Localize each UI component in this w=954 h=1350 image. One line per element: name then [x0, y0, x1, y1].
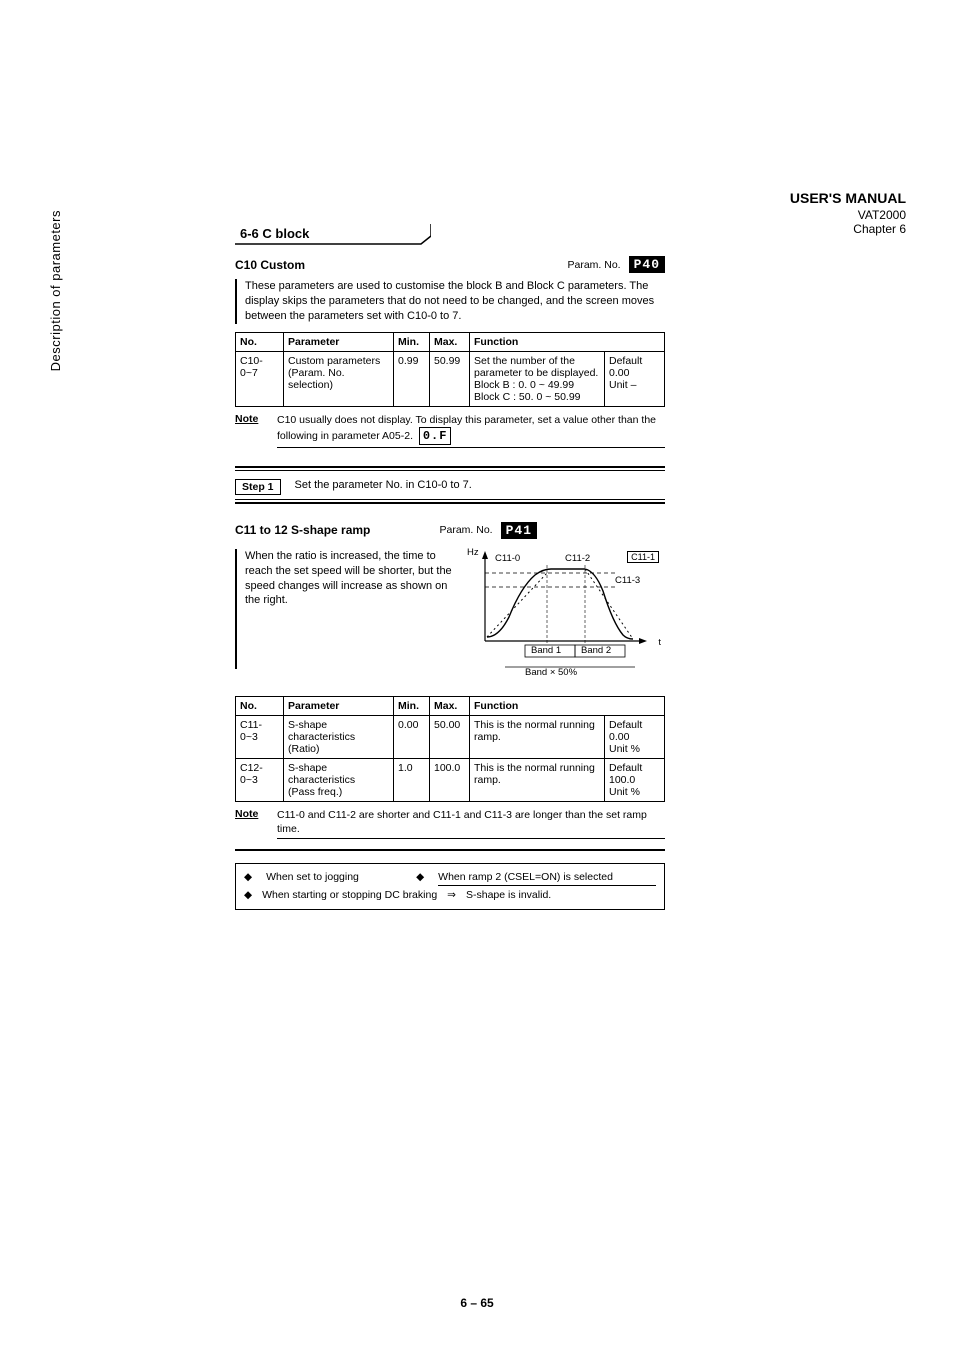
c12-default: Default 100.0 [609, 762, 660, 786]
p41-note-text: C11-0 and C11-2 are shorter and C11-1 an… [277, 808, 665, 839]
table-row: C12-0~3 S-shape characteristics (Pass fr… [236, 758, 665, 801]
p40-r0c2: 0.99 [394, 351, 430, 406]
p40-lcd-icon: P40 [629, 256, 665, 273]
diagram-ylabel: Hz [467, 547, 479, 558]
p41-th-min: Min. [394, 696, 430, 715]
c12-max: 100.0 [430, 758, 470, 801]
c12-name: S-shape characteristics (Pass freq.) [284, 758, 394, 801]
p41-table: No. Parameter Min. Max. Function C11-0~3… [235, 696, 665, 802]
bullet-icon: ◆ [244, 870, 252, 886]
diagram-lbl0: C11-0 [495, 553, 520, 564]
section-header: 6-6 C block [240, 226, 309, 241]
p40-th-no: No. [236, 332, 284, 351]
p40-r0c1: Custom parameters (Param. No. selection) [284, 351, 394, 406]
c11-unit: Unit % [609, 743, 660, 755]
note-list-0a: When set to jogging [266, 870, 406, 886]
c12-no: C12-0~3 [236, 758, 284, 801]
p41-note-box: ◆ When set to jogging ◆ When ramp 2 (CSE… [235, 863, 665, 909]
p41-note-label: Note [235, 808, 269, 820]
p40-note-label: Note [235, 413, 269, 425]
c11-name: S-shape characteristics (Ratio) [284, 715, 394, 758]
p40-r0-default: Default 0.00 [609, 355, 660, 379]
c12-min: 1.0 [394, 758, 430, 801]
top-right-meta: USER'S MANUAL VAT2000 Chapter 6 [790, 190, 906, 236]
page-number: 6 – 65 [0, 1296, 954, 1310]
diagram-lbl1: C11-2 [565, 553, 590, 564]
diagram-sublabel: Band × 50% [525, 667, 577, 678]
c11-no: C11-0~3 [236, 715, 284, 758]
product-name: VAT2000 [790, 208, 906, 222]
p41-description: When the ratio is increased, the time to… [235, 549, 455, 669]
note-list-0b: When ramp 2 (CSEL=ON) is selected [438, 870, 656, 886]
s-curve-diagram [465, 545, 665, 685]
p40-r0-unit: Unit – [609, 379, 660, 391]
arrow-icon: ⇒ [447, 888, 456, 903]
p40-r0c4: Set the number of the parameter to be di… [470, 351, 605, 406]
p41-th-func: Function [470, 696, 665, 715]
p40-r0c3: 50.99 [430, 351, 470, 406]
diagram-legend: C11-1 [627, 551, 659, 563]
c11-max: 50.00 [430, 715, 470, 758]
c11-func: This is the normal running ramp. [470, 715, 605, 758]
p41-th-max: Max. [430, 696, 470, 715]
step-label: Step 1 [235, 479, 281, 495]
step-row: Step 1 Set the parameter No. in C10-0 to… [235, 479, 665, 495]
note-list-1a: When starting or stopping DC braking [262, 888, 437, 903]
table-row: C10-0~7 Custom parameters (Param. No. se… [236, 351, 665, 406]
c11-default: Default 0.00 [609, 719, 660, 743]
p40-paramno-label: Param. No. [567, 259, 620, 271]
side-caption: Description of parameters [48, 210, 63, 371]
p40-lcd-hint-icon: 0.F [419, 427, 452, 445]
chapter-label: Chapter 6 [790, 222, 906, 236]
p41-th-param: Parameter [284, 696, 394, 715]
p40-r0c0: C10-0~7 [236, 351, 284, 406]
step-text: Set the parameter No. in C10-0 to 7. [295, 479, 472, 491]
diagram-band2: Band 2 [581, 645, 611, 656]
manual-title: USER'S MANUAL [790, 190, 906, 206]
bullet-icon: ◆ [244, 888, 252, 903]
note-list-1b: S-shape is invalid. [466, 888, 551, 903]
p41-lcd-icon: P41 [501, 522, 537, 539]
p41-th-no: No. [236, 696, 284, 715]
bullet-icon: ◆ [416, 870, 424, 886]
p41-paramno-label: Param. No. [439, 524, 492, 536]
p40-th-min: Min. [394, 332, 430, 351]
p40-th-param: Parameter [284, 332, 394, 351]
table-row: C11-0~3 S-shape characteristics (Ratio) … [236, 715, 665, 758]
c11-min: 0.00 [394, 715, 430, 758]
p40-th-func: Function [470, 332, 665, 351]
p40-table: No. Parameter Min. Max. Function C10-0~7… [235, 332, 665, 407]
diagram-lbl2: C11-3 [615, 575, 640, 586]
p40-th-max: Max. [430, 332, 470, 351]
p40-heading: C10 Custom [235, 258, 305, 272]
diagram-xlabel: t [658, 637, 661, 648]
c12-unit: Unit % [609, 786, 660, 798]
p40-description: These parameters are used to customise t… [235, 279, 665, 324]
p41-heading: C11 to 12 S-shape ramp [235, 523, 370, 537]
c12-func: This is the normal running ramp. [470, 758, 605, 801]
p40-note-text: C10 usually does not display. To display… [277, 414, 656, 442]
diagram-band1: Band 1 [531, 645, 561, 656]
